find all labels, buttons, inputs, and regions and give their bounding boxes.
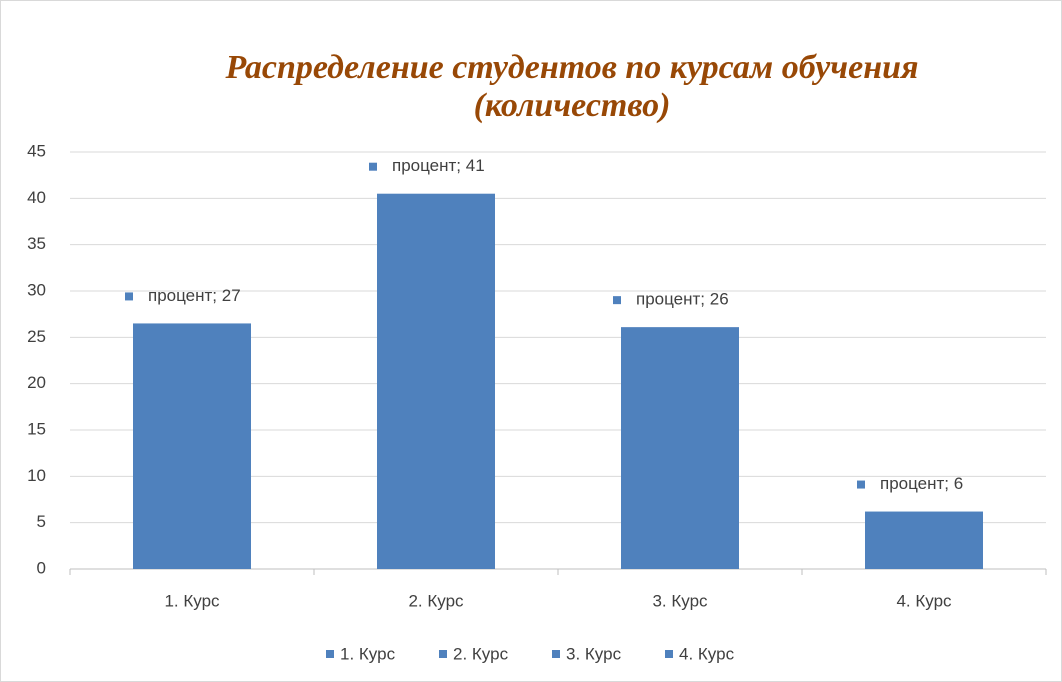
data-label: процент; 41	[392, 156, 485, 175]
bar	[133, 323, 251, 569]
legend-marker	[326, 650, 334, 658]
chart-title: (количество)	[474, 87, 671, 124]
label-marker	[857, 480, 865, 489]
y-tick-label: 45	[27, 141, 46, 160]
y-tick-label: 10	[27, 466, 46, 485]
legend-label: 3. Курс	[566, 644, 622, 663]
x-tick-label: 2. Курс	[408, 591, 464, 610]
legend-marker	[439, 650, 447, 658]
y-tick-label: 15	[27, 419, 46, 438]
legend-label: 1. Курс	[340, 644, 396, 663]
legend-label: 2. Курс	[453, 644, 509, 663]
y-tick-label: 20	[27, 373, 46, 392]
label-marker	[369, 162, 377, 171]
bar	[621, 327, 739, 569]
x-tick-label: 4. Курс	[896, 591, 952, 610]
legend-marker	[665, 650, 673, 658]
label-marker	[125, 292, 133, 301]
chart-title: Распределение студентов по курсам обучен…	[224, 49, 918, 86]
y-tick-label: 35	[27, 234, 46, 253]
data-label: процент; 26	[636, 290, 729, 309]
label-marker	[613, 296, 621, 305]
legend-marker	[552, 650, 560, 658]
y-tick-label: 25	[27, 327, 46, 346]
x-tick-label: 3. Курс	[652, 591, 708, 610]
legend-label: 4. Курс	[679, 644, 735, 663]
y-tick-label: 5	[37, 512, 46, 531]
bar	[377, 193, 495, 569]
data-label: процент; 6	[880, 474, 963, 493]
bar	[865, 511, 983, 569]
y-tick-label: 40	[27, 188, 46, 207]
y-tick-label: 30	[27, 280, 46, 299]
y-tick-label: 0	[37, 558, 46, 577]
data-label: процент; 27	[148, 286, 241, 305]
x-tick-label: 1. Курс	[164, 591, 220, 610]
